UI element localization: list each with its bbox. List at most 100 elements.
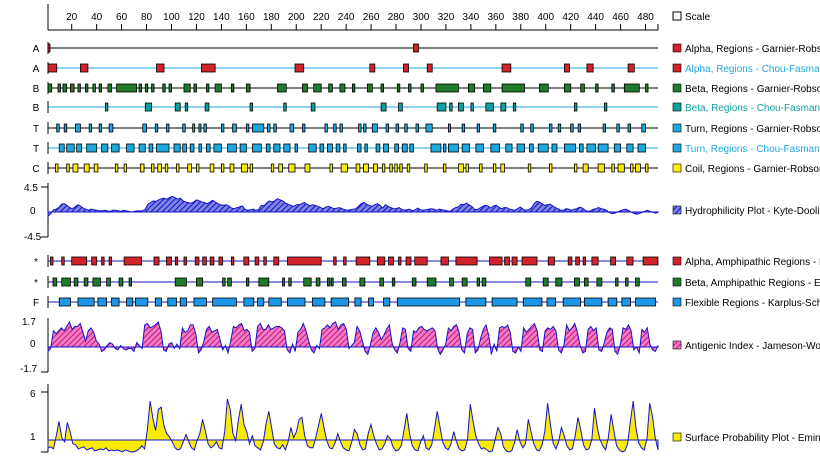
track-segment [635, 163, 641, 173]
track-segment [596, 277, 603, 287]
legend-label: Alpha, Regions - Chou-Fasman [685, 64, 820, 75]
track-segment [214, 83, 222, 93]
track-segment [258, 277, 270, 287]
track-segment [354, 297, 362, 307]
feature-track: A [33, 62, 658, 75]
track-segment [435, 83, 459, 93]
track-segment [557, 123, 562, 133]
scale-tick-label: 460 [612, 12, 629, 23]
track-segment [448, 143, 459, 153]
track-segment [611, 83, 615, 93]
track-segment [193, 297, 207, 307]
track-segment [139, 163, 145, 173]
track-segment [574, 102, 578, 112]
track-segment [383, 143, 389, 153]
track-segment [73, 277, 79, 287]
track-segment [542, 277, 549, 287]
track-segment [50, 256, 54, 266]
track-label: A [33, 64, 40, 75]
track-segment [288, 277, 292, 287]
track-segment [144, 102, 152, 112]
track-segment [308, 143, 317, 153]
track-segment [500, 102, 507, 112]
track-label: C [32, 164, 39, 175]
track-segment [101, 256, 105, 266]
track-segment [198, 143, 202, 153]
track-segment [76, 143, 83, 153]
track-segment [179, 297, 187, 307]
track-segment [626, 256, 634, 266]
feature-track: T [33, 122, 658, 135]
track-segment [591, 256, 599, 266]
track-segment [157, 163, 162, 173]
track-segment [148, 143, 154, 153]
track-segment [408, 83, 412, 93]
legend-label: Hydrophilicity Plot - Kyte-Doolittle [685, 206, 820, 217]
track-segment [230, 83, 235, 93]
antigenic-ymax-label: 1.7 [22, 317, 36, 328]
track-segment [409, 143, 414, 153]
track-segment [193, 83, 197, 93]
track-segment [396, 297, 461, 307]
track-segment [302, 83, 308, 93]
track-segment [479, 163, 483, 173]
track-segment [396, 83, 401, 93]
track-segment [501, 63, 512, 73]
track-segment [580, 83, 585, 93]
track-segment [467, 83, 476, 93]
antigenic-ymid-label: 0 [30, 339, 36, 350]
track-segment [426, 277, 437, 287]
track-segment [254, 256, 260, 266]
track-segment [411, 277, 417, 287]
track-segment [425, 123, 433, 133]
track-segment [333, 123, 337, 133]
track-segment [257, 297, 265, 307]
track-segment [582, 163, 589, 173]
track-segment [575, 256, 580, 266]
track-segment [196, 277, 204, 287]
track-segment [249, 163, 253, 173]
track-segment [187, 163, 192, 173]
track-segment [339, 83, 346, 93]
track-segment [375, 143, 381, 153]
track-segment [399, 163, 403, 173]
track-segment [212, 297, 237, 307]
track-segment [327, 143, 333, 153]
track-segment [420, 83, 424, 93]
track-segment [108, 256, 113, 266]
track-segment [182, 123, 186, 133]
track-segment [218, 256, 224, 266]
track-segment [391, 277, 396, 287]
track-segment [151, 83, 155, 93]
track-segment [116, 83, 137, 93]
scale-tick-label: 400 [537, 12, 554, 23]
track-label: * [34, 257, 38, 268]
track-segment [613, 143, 621, 153]
track-segment [476, 277, 481, 287]
scale-tick-label: 300 [413, 12, 430, 23]
hydrophilicity-ymax-label: 4.5 [24, 183, 38, 194]
track-segment [389, 163, 393, 173]
track-segment [106, 277, 111, 287]
track-segment [328, 83, 333, 93]
track-segment [167, 297, 177, 307]
track-segment [330, 277, 334, 287]
track-segment [623, 83, 640, 93]
track-segment [500, 163, 505, 173]
track-segment [227, 143, 237, 153]
track-segment [380, 102, 387, 112]
track-segment [577, 123, 582, 133]
track-segment [63, 123, 68, 133]
track-segment [61, 277, 71, 287]
track-segment [294, 63, 305, 73]
track-segment [151, 163, 155, 173]
track-segment [547, 256, 555, 266]
track-segment [294, 143, 298, 153]
track-segment [72, 163, 79, 173]
track-segment [584, 297, 603, 307]
track-segment [476, 123, 481, 133]
track-segment [229, 163, 235, 173]
track-segment [283, 143, 291, 153]
